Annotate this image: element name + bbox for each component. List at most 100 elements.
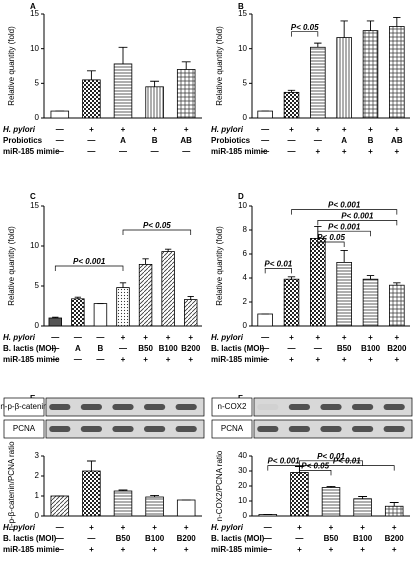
significance-bracket	[317, 230, 371, 237]
condition-value: B100	[145, 534, 165, 543]
condition-value: +	[121, 355, 126, 364]
y-tick-label: 5	[35, 78, 40, 87]
significance-label: P< 0.01	[317, 452, 345, 461]
condition-value: +	[368, 355, 373, 364]
bar	[336, 261, 352, 327]
y-tick-label: 40	[238, 451, 247, 460]
condition-value: +	[89, 545, 94, 554]
condition-value: +	[89, 125, 94, 134]
condition-value: B200	[181, 344, 201, 353]
condition-value: +	[329, 523, 334, 532]
condition-label: miR-185 mimic	[3, 545, 60, 554]
condition-value: A	[341, 136, 347, 145]
condition-value: —	[288, 147, 296, 156]
condition-value: —	[74, 355, 82, 364]
y-tick-label: 30	[238, 466, 247, 475]
condition-value: —	[56, 545, 64, 554]
condition-label: H. pylori	[3, 125, 36, 134]
y-tick-label: 1	[35, 491, 40, 500]
bar	[389, 284, 405, 327]
condition-value: +	[368, 147, 373, 156]
blot-band	[112, 404, 134, 410]
blot-band	[320, 404, 342, 410]
blot-label: PCNA	[13, 424, 36, 433]
condition-value: +	[392, 545, 397, 554]
blot-band	[143, 426, 166, 432]
condition-value: B	[368, 136, 374, 145]
bar	[283, 91, 300, 119]
blot-band	[49, 426, 71, 432]
error-bar	[150, 80, 160, 87]
condition-value: +	[152, 523, 157, 532]
significance-label: P< 0.001	[341, 212, 374, 221]
condition-value: +	[121, 545, 126, 554]
condition-label: B. lactis (MOI)	[3, 534, 57, 543]
blot-band	[112, 426, 134, 432]
condition-value: +	[143, 355, 148, 364]
condition-value: B	[152, 136, 158, 145]
bar	[161, 251, 175, 327]
bar	[176, 69, 196, 119]
bar	[290, 472, 309, 517]
condition-value: B100	[361, 344, 381, 353]
significance-label: P< 0.05	[317, 233, 345, 242]
blot-band	[143, 404, 166, 410]
condition-label: H. pylori	[211, 333, 244, 342]
condition-value: +	[89, 523, 94, 532]
condition-value: —	[295, 534, 303, 543]
condition-value: +	[342, 147, 347, 156]
bar	[82, 79, 101, 119]
significance-label: P< 0.001	[328, 222, 361, 231]
bar	[362, 278, 379, 327]
condition-value: +	[360, 545, 365, 554]
error-bar	[164, 248, 172, 252]
error-bar	[86, 70, 96, 80]
condition-value: B100	[353, 534, 373, 543]
significance-label: P< 0.001	[328, 201, 361, 210]
condition-value: —	[288, 136, 296, 145]
error-bar	[366, 275, 375, 280]
condition-value: +	[368, 333, 373, 342]
blot-band	[288, 426, 311, 432]
significance-bracket	[291, 31, 319, 37]
y-tick-label: 0	[35, 321, 40, 330]
condition-value: —	[51, 344, 59, 353]
bar	[389, 26, 405, 119]
condition-value: —	[87, 534, 95, 543]
bar	[336, 37, 352, 119]
condition-value: B200	[177, 534, 197, 543]
panel-label: C	[30, 192, 36, 201]
error-bar	[314, 42, 322, 48]
error-bar	[119, 282, 127, 288]
condition-value: +	[166, 355, 171, 364]
blot-band	[80, 426, 103, 432]
y-tick-label: 5	[243, 78, 248, 87]
y-tick-label: 0	[35, 113, 40, 122]
error-bar	[74, 296, 82, 299]
condition-value: —	[51, 355, 59, 364]
y-tick-label: 0	[243, 511, 248, 520]
error-bar	[287, 276, 296, 280]
blot-band	[288, 404, 311, 410]
blot-band	[257, 426, 279, 432]
condition-value: +	[315, 147, 320, 156]
condition-value: +	[394, 355, 399, 364]
condition-value: —	[151, 147, 159, 156]
y-axis-label: Relative quantity (fold)	[215, 226, 224, 306]
blot-label-box	[211, 397, 253, 417]
condition-value: +	[315, 125, 320, 134]
condition-value: —	[261, 136, 269, 145]
condition-value: —	[56, 136, 64, 145]
condition-value: +	[166, 333, 171, 342]
condition-value: +	[121, 125, 126, 134]
condition-value: —	[261, 333, 269, 342]
bar	[176, 499, 196, 517]
bar	[50, 110, 70, 119]
panel-label: A	[30, 2, 36, 11]
condition-value: A	[120, 136, 126, 145]
blot-band	[80, 404, 103, 410]
y-axis-label: Relative quantity (fold)	[215, 26, 224, 106]
condition-value: +	[121, 523, 126, 532]
condition-value: +	[188, 333, 193, 342]
condition-value: +	[297, 523, 302, 532]
